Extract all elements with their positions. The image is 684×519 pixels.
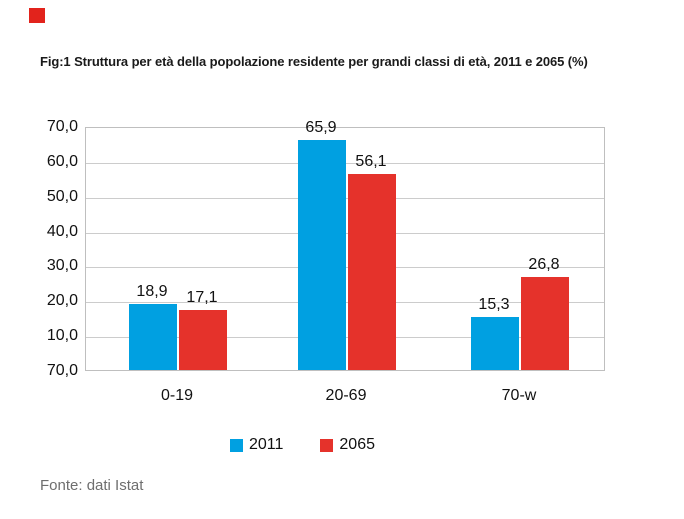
bar-value-label: 26,8: [528, 256, 560, 273]
y-axis-label: 60,0: [46, 153, 78, 170]
x-axis-label: 70-w: [501, 387, 537, 404]
legend: 2011 2065: [230, 437, 375, 453]
bar-2065-0-19: [179, 310, 227, 370]
bar-value-label: 65,9: [305, 119, 337, 136]
y-axis-label: 50,0: [46, 188, 78, 205]
y-axis-label: 20,0: [46, 292, 78, 309]
chart-title: Fig:1 Struttura per età della popolazion…: [40, 54, 588, 69]
legend-swatch-icon: [230, 438, 243, 452]
bar-2065-70-w: [521, 277, 569, 370]
legend-label: 2065: [339, 436, 375, 453]
legend-swatch-icon: [320, 438, 334, 452]
legend-entry: 2065: [320, 437, 375, 453]
y-axis-label: 70,0: [46, 362, 78, 379]
legend-label: 2011: [249, 436, 284, 453]
x-axis-label: 0-19: [160, 387, 194, 404]
bar-2011-70-w: [471, 317, 519, 370]
bar-2011-20-69: [298, 140, 346, 370]
bar-2065-20-69: [348, 174, 396, 370]
y-axis-label: 70,0: [46, 118, 78, 135]
plot-area: [85, 127, 605, 371]
y-axis-label: 40,0: [46, 223, 78, 240]
red-square-marker: [29, 8, 45, 23]
legend-entry: 2011: [230, 437, 283, 453]
bar-2011-0-19: [129, 304, 177, 370]
y-axis-label: 30,0: [46, 257, 78, 274]
x-axis-label: 20-69: [325, 387, 367, 404]
bar-value-label: 18,9: [136, 283, 168, 300]
bar-value-label: 56,1: [355, 153, 387, 170]
y-axis-label: 10,0: [46, 327, 78, 344]
source-note: Fonte: dati Istat: [40, 477, 144, 494]
bar-value-label: 17,1: [186, 289, 218, 306]
bar-value-label: 15,3: [478, 296, 510, 313]
